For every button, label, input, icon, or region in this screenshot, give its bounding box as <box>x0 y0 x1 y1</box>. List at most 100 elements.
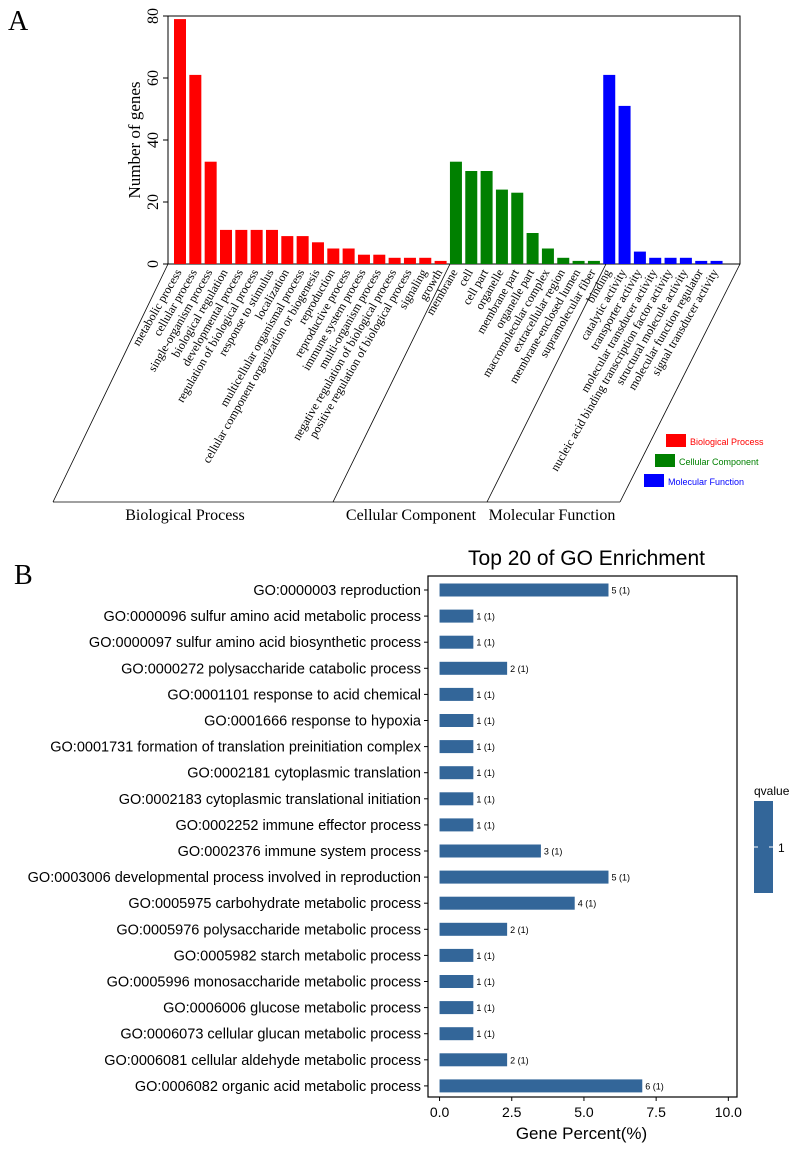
group-label-biological-process: Biological Process <box>125 507 245 524</box>
bar-value-label: 1 (1) <box>476 768 495 778</box>
bar-value-label: 1 (1) <box>476 638 495 648</box>
bar-go-0006082-organic-acid-metabolic-process <box>439 1079 643 1093</box>
plot-frame-b <box>427 575 738 1098</box>
legend-swatch-biological-process <box>666 434 686 447</box>
legend-label-molecular-function: Molecular Function <box>668 477 744 487</box>
category-label-go-0000272-polysaccharide-catabolic-process: GO:0000272 polysaccharide catabolic proc… <box>121 661 421 677</box>
bar-go-0001731-formation-of-translation-preinitiation-complex <box>439 740 474 754</box>
bar-developmental-process <box>235 229 248 264</box>
x-axis-label-b: Gene Percent(%) <box>516 1124 647 1143</box>
bar-localization <box>281 236 294 264</box>
bar-supramolecular-fiber <box>587 260 600 264</box>
bar-nucleic-acid-binding-transcription-factor-activity <box>664 257 677 264</box>
bar-go-0000096-sulfur-amino-acid-metabolic-process <box>439 609 474 623</box>
legend-value-qvalue: 1 <box>778 841 785 855</box>
bar-go-0006006-glucose-metabolic-process <box>439 1001 474 1015</box>
bar-negative-regulation-of-biological-process <box>388 257 401 264</box>
bar-binding <box>603 74 616 265</box>
bar-signaling <box>419 257 432 264</box>
y-tick-label-a: 0 <box>145 260 162 268</box>
bar-structural-molecule-activity <box>679 257 692 264</box>
category-label-go-0005982-starch-metabolic-process: GO:0005982 starch metabolic process <box>174 948 421 964</box>
category-label-go-0002181-cytoplasmic-translation: GO:0002181 cytoplasmic translation <box>187 766 421 782</box>
group-label-molecular-function: Molecular Function <box>489 507 616 524</box>
category-label-go-0002376-immune-system-process: GO:0002376 immune system process <box>178 844 421 860</box>
bar-value-label: 1 (1) <box>476 977 495 987</box>
bar-value-label: 5 (1) <box>611 873 630 883</box>
bar-growth <box>434 260 447 264</box>
bar-value-label: 1 (1) <box>476 951 495 961</box>
x-tick-label-b: 0.0 <box>430 1104 450 1120</box>
bar-go-0002181-cytoplasmic-translation <box>439 766 474 780</box>
bar-response-to-stimulus <box>265 229 278 264</box>
bar-go-0000272-polysaccharide-catabolic-process <box>439 661 508 675</box>
bar-molecular-transducer-activity <box>649 257 662 264</box>
bar-organelle <box>495 189 508 264</box>
bar-biological-regulation <box>219 229 232 264</box>
bar-go-0002376-immune-system-process <box>439 844 541 858</box>
panel-a-label: A <box>8 6 29 37</box>
y-tick-label-a: 60 <box>145 70 162 86</box>
bar-value-label: 2 (1) <box>510 664 529 674</box>
category-label-go-0000003-reproduction: GO:0000003 reproduction <box>253 583 421 599</box>
bar-go-0002183-cytoplasmic-translational-initiation <box>439 792 474 806</box>
group-label-cellular-component: Cellular Component <box>346 507 477 524</box>
panel-b-label: B <box>14 560 33 591</box>
y-tick-label-a: 80 <box>145 8 162 24</box>
bar-value-label: 2 (1) <box>510 1055 529 1065</box>
bar-value-label: 6 (1) <box>645 1081 664 1091</box>
x-tick-label-b: 5.0 <box>574 1104 594 1120</box>
legend-swatch-cellular-component <box>655 454 675 467</box>
bar-transporter-activity <box>633 251 646 264</box>
bar-go-0001666-response-to-hypoxia <box>439 714 474 727</box>
category-label-go-0005976-polysaccharide-metabolic-process: GO:0005976 polysaccharide metabolic proc… <box>116 922 421 938</box>
bar-value-label: 5 (1) <box>611 586 630 596</box>
category-label-go-0006081-cellular-aldehyde-metabolic-process: GO:0006081 cellular aldehyde metabolic p… <box>104 1053 421 1069</box>
bar-cellular-process <box>189 74 202 265</box>
category-label-go-0000097-sulfur-amino-acid-biosynthetic-process: GO:0000097 sulfur amino acid biosyntheti… <box>89 635 421 651</box>
group-divider-2 <box>486 263 607 503</box>
bar-value-label: 2 (1) <box>510 925 529 935</box>
category-label-go-0006073-cellular-glucan-metabolic-process: GO:0006073 cellular glucan metabolic pro… <box>120 1027 421 1043</box>
category-label-go-0003006-developmental-process-involved-in-reproduction: GO:0003006 developmental process involve… <box>28 870 421 886</box>
bar-immune-system-process <box>357 254 370 264</box>
bar-go-0006081-cellular-aldehyde-metabolic-process <box>439 1053 508 1067</box>
legend-label-biological-process: Biological Process <box>690 437 764 447</box>
bar-value-label: 1 (1) <box>476 742 495 752</box>
bar-membrane-part <box>511 192 524 264</box>
bar-value-label: 1 (1) <box>476 1003 495 1013</box>
bar-positive-regulation-of-biological-process <box>403 257 416 264</box>
category-label-go-0006082-organic-acid-metabolic-process: GO:0006082 organic acid metabolic proces… <box>135 1079 421 1095</box>
bar-go-0005976-polysaccharide-metabolic-process <box>439 922 508 936</box>
bar-reproductive-process <box>342 248 355 264</box>
bar-value-label: 1 (1) <box>476 716 495 726</box>
bar-cell <box>465 171 478 264</box>
bar-value-label: 4 (1) <box>578 899 597 909</box>
group-divider-1 <box>332 263 451 503</box>
category-label-go-0002252-immune-effector-process: GO:0002252 immune effector process <box>175 818 421 834</box>
bar-value-label: 1 (1) <box>476 820 495 830</box>
category-label-go-0000096-sulfur-amino-acid-metabolic-process: GO:0000096 sulfur amino acid metabolic p… <box>103 609 421 625</box>
legend-colorbar <box>754 801 773 893</box>
bar-cell-part <box>480 171 493 264</box>
legend-swatch-molecular-function <box>644 474 664 487</box>
legend-title-qvalue: qvalue <box>754 784 790 798</box>
bar-go-0000003-reproduction <box>439 583 609 597</box>
bar-catalytic-activity <box>618 105 631 265</box>
group-divider-0 <box>52 263 169 503</box>
category-label-go-0006006-glucose-metabolic-process: GO:0006006 glucose metabolic process <box>163 1001 421 1017</box>
bar-regulation-of-biological-process <box>250 229 263 264</box>
bar-go-0000097-sulfur-amino-acid-biosynthetic-process <box>439 635 474 649</box>
legend-label-cellular-component: Cellular Component <box>679 457 759 467</box>
bar-value-label: 3 (1) <box>544 847 563 857</box>
bar-membrane-enclosed-lumen <box>572 260 585 264</box>
category-label-go-0001666-response-to-hypoxia: GO:0001666 response to hypoxia <box>204 714 422 730</box>
bar-go-0001101-response-to-acid-chemical <box>439 687 474 701</box>
bar-extracellular-region <box>557 257 570 264</box>
bar-molecular-function-regulator <box>695 260 708 264</box>
bar-value-label: 1 (1) <box>476 612 495 622</box>
y-axis-label-a: Number of genes <box>125 81 144 198</box>
